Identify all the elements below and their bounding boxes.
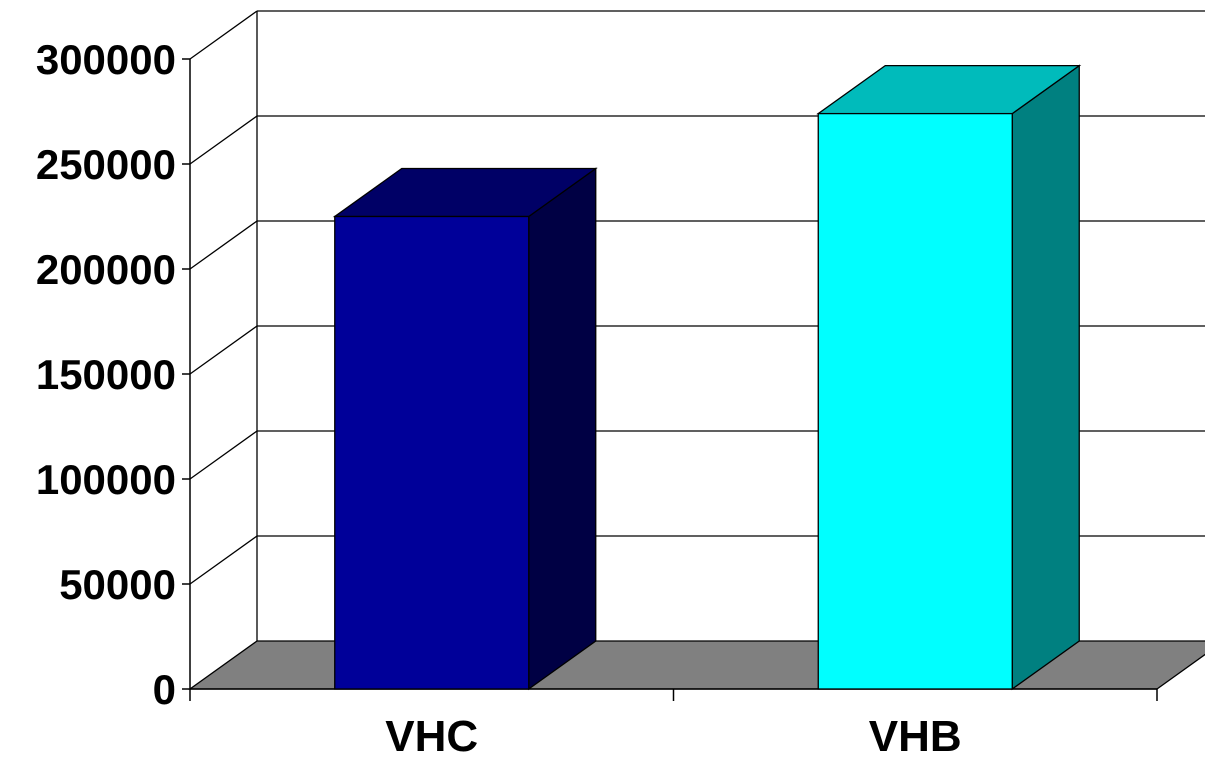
- bar-side-face: [1011, 64, 1080, 691]
- bar-front-face: [334, 215, 530, 690]
- bars: [332, 64, 1082, 691]
- y-tick-label: 250000: [36, 141, 176, 188]
- y-tick-label: 150000: [36, 351, 176, 398]
- side-wall-gridline: [189, 10, 258, 60]
- side-wall-gridline: [189, 535, 258, 585]
- bar-vhb: [816, 64, 1082, 691]
- y-tick-label: 50000: [59, 561, 176, 608]
- side-wall-gridline: [189, 220, 258, 270]
- side-wall-gridline: [189, 325, 258, 375]
- y-axis-tick-labels: 0 50000 100000 150000 200000 250000 300000: [36, 36, 176, 713]
- x-axis-category-labels: VHC VHB: [385, 712, 961, 761]
- y-tick-label: 300000: [36, 36, 176, 83]
- side-wall-gridline: [189, 430, 258, 480]
- y-tick-label: 100000: [36, 456, 176, 503]
- x-category-label: VHC: [385, 712, 478, 761]
- y-tick-label: 200000: [36, 246, 176, 293]
- bar-front-face: [817, 112, 1013, 690]
- x-category-label: VHB: [869, 712, 962, 761]
- bar-vhc: [332, 167, 598, 691]
- bar-side-face: [528, 167, 597, 691]
- y-tick-label: 0: [153, 666, 176, 713]
- side-wall-gridline: [189, 115, 258, 165]
